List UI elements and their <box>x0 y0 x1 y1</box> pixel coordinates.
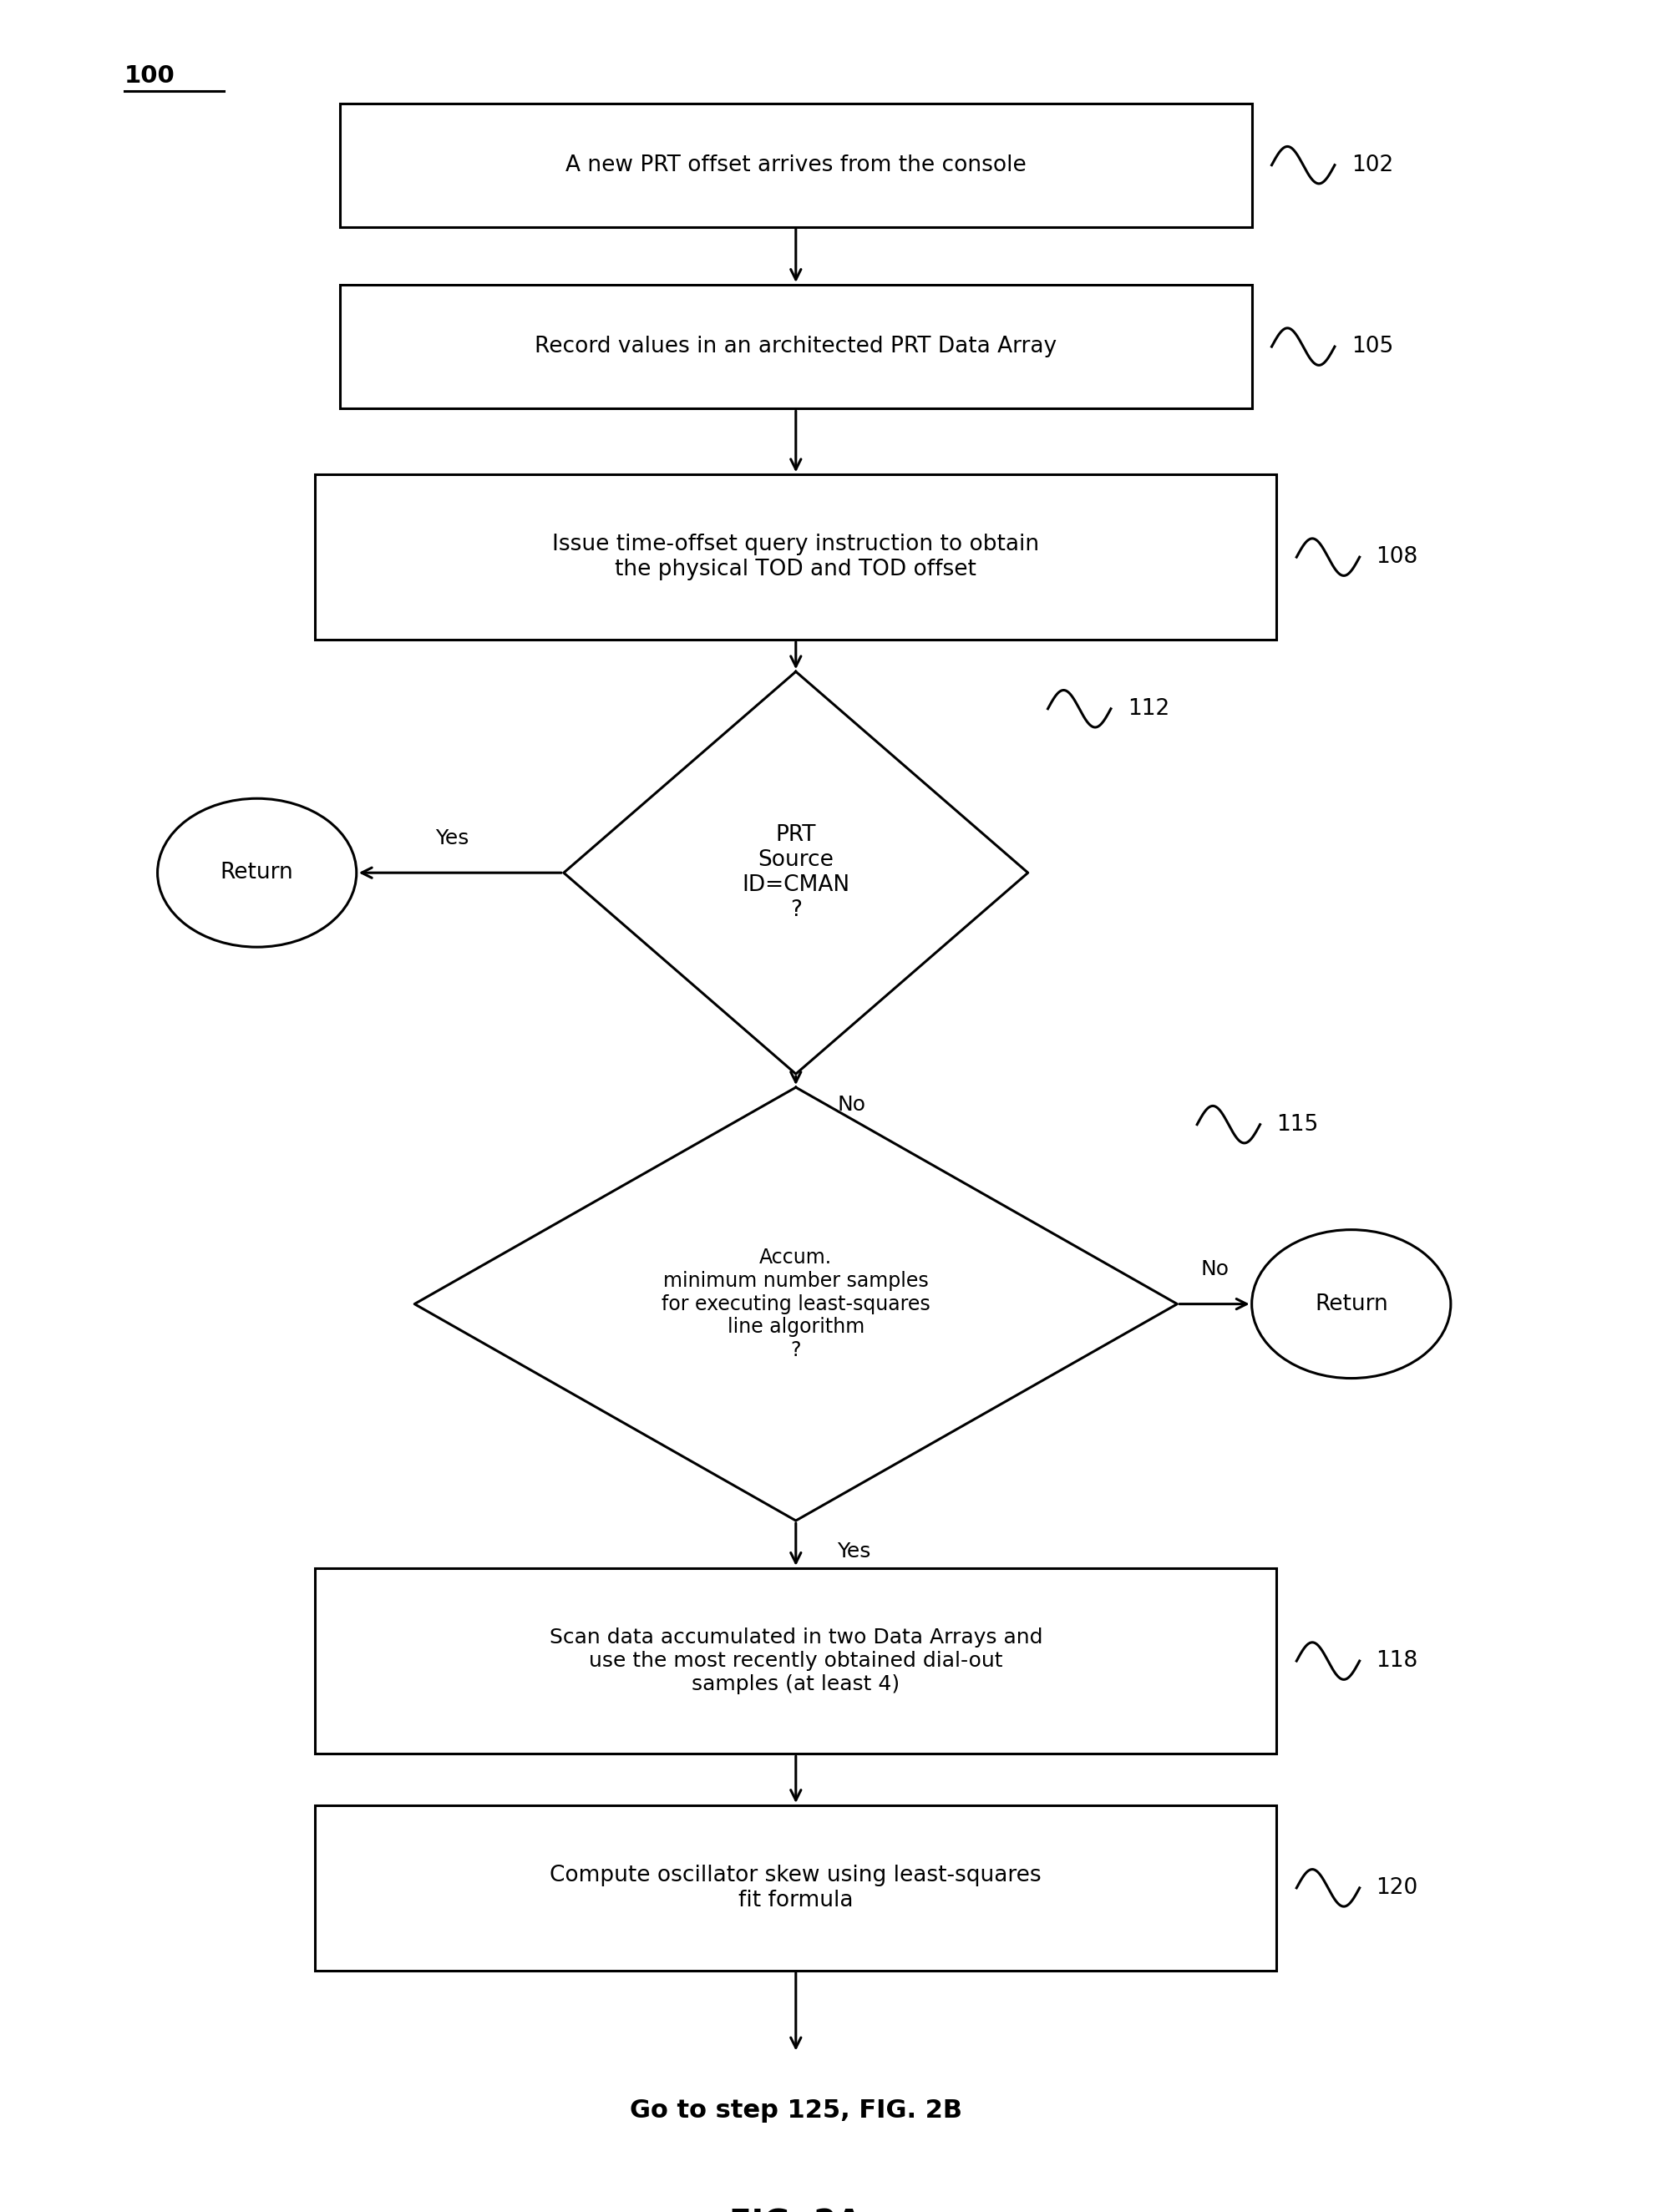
Text: 112: 112 <box>1127 697 1169 719</box>
Text: Scan data accumulated in two Data Arrays and
use the most recently obtained dial: Scan data accumulated in two Data Arrays… <box>549 1628 1043 1694</box>
Text: 115: 115 <box>1277 1113 1318 1135</box>
Text: 120: 120 <box>1376 1878 1418 1898</box>
Text: 100: 100 <box>124 64 176 88</box>
Text: Issue time-offset query instruction to obtain
the physical TOD and TOD offset: Issue time-offset query instruction to o… <box>552 533 1040 580</box>
Text: 118: 118 <box>1376 1650 1418 1672</box>
FancyBboxPatch shape <box>315 1805 1277 1971</box>
Ellipse shape <box>1252 1230 1451 1378</box>
Text: FIG. 2A: FIG. 2A <box>730 2208 862 2212</box>
Ellipse shape <box>158 799 356 947</box>
Text: 102: 102 <box>1351 155 1393 177</box>
Text: Accum.
minimum number samples
for executing least-squares
line algorithm
?: Accum. minimum number samples for execut… <box>662 1248 930 1360</box>
Text: 108: 108 <box>1376 546 1418 568</box>
Text: Return: Return <box>221 863 293 883</box>
Text: Compute oscillator skew using least-squares
fit formula: Compute oscillator skew using least-squa… <box>550 1865 1041 1911</box>
Text: PRT
Source
ID=CMAN
?: PRT Source ID=CMAN ? <box>741 825 851 920</box>
Text: No: No <box>837 1095 865 1115</box>
FancyBboxPatch shape <box>340 285 1252 409</box>
Text: Return: Return <box>1315 1294 1388 1314</box>
Text: Yes: Yes <box>837 1542 870 1562</box>
Text: 105: 105 <box>1351 336 1393 358</box>
Text: Record values in an architected PRT Data Array: Record values in an architected PRT Data… <box>536 336 1056 358</box>
Text: Go to step 125, FIG. 2B: Go to step 125, FIG. 2B <box>630 2099 962 2124</box>
Polygon shape <box>414 1088 1177 1520</box>
Text: No: No <box>1200 1259 1229 1279</box>
Polygon shape <box>564 672 1028 1075</box>
FancyBboxPatch shape <box>315 476 1277 639</box>
Text: Yes: Yes <box>434 827 469 847</box>
FancyBboxPatch shape <box>340 104 1252 228</box>
Text: A new PRT offset arrives from the console: A new PRT offset arrives from the consol… <box>565 155 1026 177</box>
FancyBboxPatch shape <box>315 1568 1277 1754</box>
